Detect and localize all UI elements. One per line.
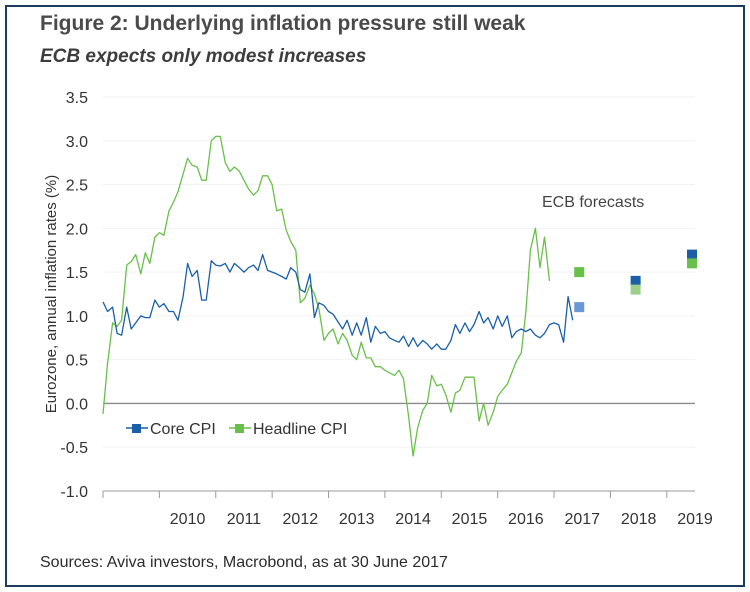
y-tick-label: 2.5: [66, 178, 88, 195]
core-cpi-line: [102, 253, 574, 350]
headline-forecast-marker-2019: [687, 258, 697, 269]
x-tick-label: 2014: [395, 511, 431, 528]
x-tick-label: 2013: [339, 511, 375, 528]
legend-core-label: Core CPI: [150, 421, 216, 438]
x-tick-label: 2011: [227, 511, 262, 528]
x-tick-label: 2017: [564, 511, 600, 528]
grid-lines: [103, 96, 695, 492]
chart-subtitle: ECB expects only modest increases: [40, 46, 367, 67]
axes: -1.0 -0.5 0.0 0.5 1.0 1.5 2.0 2.5 3.0 3.5 2010 2011…: [60, 90, 712, 528]
legend-entry-headline: Headline CPI: [229, 421, 347, 438]
y-tick-label: 3.5: [66, 90, 88, 107]
y-tick-label: 2.0: [66, 221, 88, 238]
legend-core-swatch: [132, 424, 141, 433]
ecb-forecasts-annotation: ECB forecasts: [542, 194, 644, 211]
y-tick-label: 3.0: [66, 134, 88, 151]
core-forecast-marker-2017: [574, 302, 585, 313]
figure-frame: [5, 5, 745, 587]
y-tick-label: 0.0: [66, 396, 88, 413]
core-forecast-marker-2018: [630, 275, 641, 286]
x-tick-label: 2010: [170, 511, 206, 528]
forecast-markers: [574, 249, 697, 313]
legend-headline-label: Headline CPI: [253, 421, 347, 438]
y-tick-label: 1.0: [66, 309, 88, 326]
x-tick-label: 2015: [452, 511, 488, 528]
headline-forecast-marker-2017: [574, 267, 585, 278]
legend: Core CPI Headline CPI: [126, 421, 347, 438]
source-note: Sources: Aviva investors, Macrobond, as …: [40, 554, 448, 571]
core-forecast-marker-2019: [687, 249, 697, 260]
y-tick-label: -0.5: [60, 440, 88, 457]
chart-title: Figure 2: Underlying inflation pressure …: [40, 12, 526, 35]
legend-headline-swatch: [235, 424, 244, 433]
legend-entry-core: Core CPI: [126, 421, 216, 438]
y-axis-label: Eurozone, annual inflation rates (%): [43, 175, 60, 413]
x-tick-label: 2012: [283, 511, 319, 528]
x-tick-label: 2018: [621, 511, 657, 528]
y-tick-label: 0.5: [66, 353, 88, 370]
y-tick-label: 1.5: [66, 265, 88, 282]
x-tick-label: 2019: [677, 511, 713, 528]
headline-cpi-line: [102, 135, 551, 457]
y-tick-label: -1.0: [60, 484, 88, 501]
series-lines: [102, 135, 574, 457]
headline-forecast-marker-2018: [630, 284, 641, 295]
x-tick-label: 2016: [508, 511, 544, 528]
